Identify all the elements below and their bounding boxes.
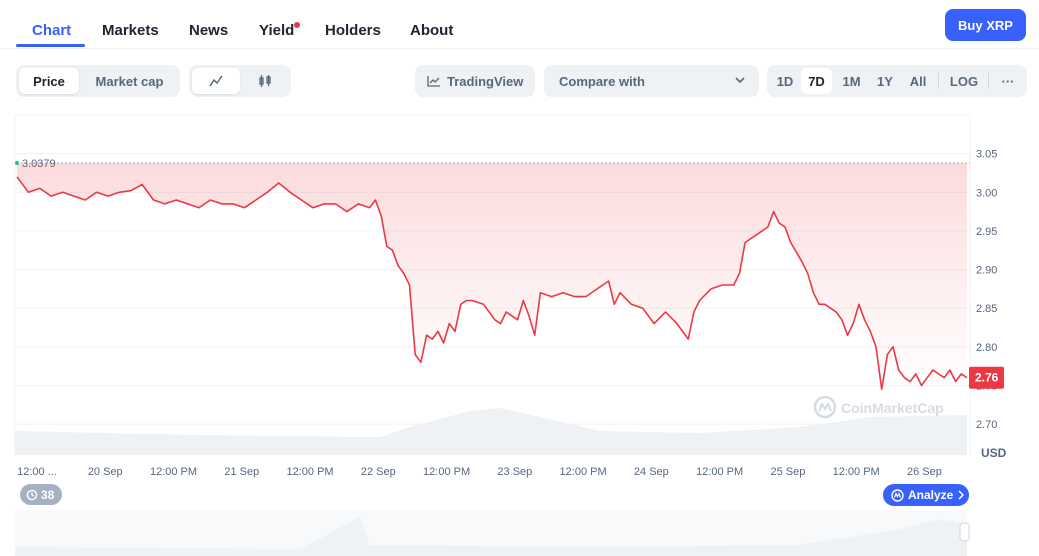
tradingview-label: TradingView xyxy=(447,73,524,89)
x-tick-label: 12:00 PM xyxy=(423,466,470,478)
tab-yield[interactable]: Yield xyxy=(259,22,295,39)
top-nav: Chart Markets News Yield Holders About B… xyxy=(0,0,1039,49)
current-price-marker xyxy=(969,366,1004,389)
y-tick-label: 2.85 xyxy=(976,303,997,315)
y-tick-label: 3.05 xyxy=(976,149,997,161)
candlestick-button[interactable] xyxy=(242,68,288,94)
y-tick-label: 2.70 xyxy=(976,419,997,431)
log-scale-toggle[interactable]: LOG xyxy=(949,73,979,89)
divider xyxy=(988,73,989,89)
range-7d[interactable]: 7D xyxy=(801,68,832,94)
range-all[interactable]: All xyxy=(909,73,927,89)
compare-with-label: Compare with xyxy=(559,73,645,89)
tab-holders[interactable]: Holders xyxy=(325,22,381,39)
x-tick-label: 20 Sep xyxy=(88,466,123,478)
range-1m[interactable]: 1M xyxy=(842,73,861,89)
active-tab-indicator xyxy=(16,44,85,47)
current-price-label: 2.76 xyxy=(975,371,999,385)
analyze-label: Analyze xyxy=(908,488,954,502)
candlestick-icon xyxy=(259,75,271,87)
tab-news[interactable]: News xyxy=(189,22,229,39)
trading-chart-icon xyxy=(427,76,440,87)
x-tick-label: 21 Sep xyxy=(224,466,259,478)
price-mcap-toggle: Price Market cap xyxy=(16,65,180,97)
more-options-button[interactable]: ··· xyxy=(1001,73,1015,89)
volume-band xyxy=(15,408,967,455)
coinmarketcap-logo-icon xyxy=(891,488,904,502)
navigator-handle[interactable] xyxy=(959,522,970,542)
x-axis: 12:00 ... 20 Sep 12:00 PM 21 Sep 12:00 PM 22 … xyxy=(17,466,942,478)
market-cap-toggle[interactable]: Market cap xyxy=(95,73,164,89)
history-badge[interactable]: 38 xyxy=(20,484,62,505)
chevron-right-icon xyxy=(958,490,965,500)
analyze-button[interactable]: Analyze xyxy=(883,484,969,506)
range-1d[interactable]: 1D xyxy=(776,73,794,89)
chevron-down-icon xyxy=(735,77,745,84)
x-tick-label: 22 Sep xyxy=(361,466,396,478)
navigator-area xyxy=(15,517,967,556)
buy-button[interactable]: Buy XRP xyxy=(945,9,1026,41)
line-chart-button[interactable] xyxy=(192,68,240,94)
price-chart[interactable]: CoinMarketCap 3.0379 3.053.002.952.902.8… xyxy=(0,105,1039,556)
price-toggle[interactable]: Price xyxy=(19,68,79,94)
x-tick-label: 12:00 PM xyxy=(833,466,880,478)
x-tick-label: 12:00 PM xyxy=(696,466,743,478)
tradingview-button[interactable]: TradingView xyxy=(415,65,535,97)
y-tick-label: 2.90 xyxy=(976,265,997,277)
compare-with-select[interactable]: Compare with xyxy=(544,65,759,97)
y-tick-label: 2.80 xyxy=(976,342,997,354)
volume-area xyxy=(15,408,967,455)
y-tick-label: 3.00 xyxy=(976,187,997,199)
tab-about[interactable]: About xyxy=(410,22,454,39)
history-icon xyxy=(26,489,38,500)
x-tick-label: 12:00 PM xyxy=(150,466,197,478)
x-tick-label: 12:00 PM xyxy=(287,466,334,478)
line-chart-icon xyxy=(209,75,223,87)
time-range-selector: 1D 7D 1M 1Y All LOG ··· xyxy=(767,65,1027,97)
x-tick-label: 12:00 ... xyxy=(17,466,57,478)
watermark: CoinMarketCap xyxy=(813,395,944,419)
coinmarketcap-logo-icon xyxy=(818,401,832,412)
tab-markets[interactable]: Markets xyxy=(102,22,159,39)
x-tick-label: 25 Sep xyxy=(770,466,805,478)
chart-type-toggle xyxy=(189,65,291,97)
watermark-text: CoinMarketCap xyxy=(841,400,944,416)
currency-label: USD xyxy=(981,446,1007,460)
divider xyxy=(938,73,939,89)
coinmarketcap-logo-icon xyxy=(813,395,837,419)
range-1y[interactable]: 1Y xyxy=(877,73,893,89)
x-tick-label: 26 Sep xyxy=(907,466,942,478)
history-count: 38 xyxy=(41,487,55,502)
x-tick-label: 12:00 PM xyxy=(560,466,607,478)
x-tick-label: 23 Sep xyxy=(497,466,532,478)
notification-dot xyxy=(294,22,300,28)
x-tick-label: 24 Sep xyxy=(634,466,669,478)
y-tick-label: 2.95 xyxy=(976,226,997,238)
tab-chart[interactable]: Chart xyxy=(32,22,72,39)
price-line xyxy=(16,176,968,391)
navigator-overview[interactable] xyxy=(15,510,970,556)
price-area-fill xyxy=(17,162,967,390)
